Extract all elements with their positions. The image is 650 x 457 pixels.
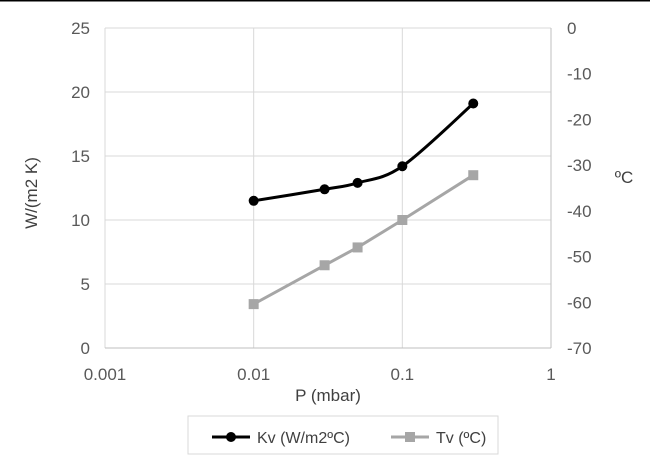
x-axis-ticks: 0.001 0.01 0.1 1 <box>84 365 556 384</box>
legend-tv-label: Tv (ºC) <box>436 430 486 447</box>
y-tick-label: 0 <box>81 339 90 358</box>
y2-tick-label: -70 <box>567 339 592 358</box>
y2-axis-title: ºC <box>615 168 634 187</box>
data-point-kv <box>397 161 408 172</box>
x-tick-label: 0.01 <box>237 365 270 384</box>
data-point-tv <box>248 299 259 310</box>
y-axis-ticks: 0 5 10 15 20 25 <box>71 19 90 358</box>
y2-tick-label: -20 <box>567 110 592 129</box>
legend: Kv (W/m2ºC) Tv (ºC) <box>187 415 499 455</box>
y2-tick-label: -10 <box>567 65 592 84</box>
data-point-tv <box>319 260 330 271</box>
y-tick-label: 10 <box>71 211 90 230</box>
y2-tick-label: -50 <box>567 248 592 267</box>
legend-box <box>187 415 499 455</box>
data-point-kv <box>468 98 479 109</box>
y2-tick-label: -30 <box>567 156 592 175</box>
legend-kv-marker <box>226 432 236 442</box>
y2-axis-ticks: -70 -60 -50 -40 -30 -20 -10 0 <box>567 19 592 358</box>
series-line-kv <box>253 102 475 203</box>
legend-kv-label: Kv (W/m2ºC) <box>257 430 350 447</box>
data-point-tv <box>468 170 479 181</box>
y-tick-label: 15 <box>71 147 90 166</box>
y-tick-label: 25 <box>71 19 90 38</box>
series-layer <box>248 98 479 310</box>
y2-tick-label: -40 <box>567 202 592 221</box>
gridlines <box>104 27 552 349</box>
data-point-kv <box>248 195 259 206</box>
x-axis-title: P (mbar) <box>295 386 361 405</box>
y2-tick-label: -60 <box>567 293 592 312</box>
y2-tick-label: 0 <box>567 19 576 38</box>
x-tick-label: 0.1 <box>391 365 415 384</box>
y-axis-title: W/(m2 K) <box>22 157 41 229</box>
data-point-tv <box>397 215 408 225</box>
y-tick-label: 5 <box>81 275 90 294</box>
data-point-kv <box>352 177 363 188</box>
x-tick-label: 0.001 <box>84 365 127 384</box>
y-tick-label: 20 <box>71 83 90 102</box>
x-tick-label: 1 <box>546 365 555 384</box>
data-point-tv <box>352 242 363 253</box>
data-point-kv <box>319 184 330 195</box>
legend-tv-marker <box>405 432 415 442</box>
